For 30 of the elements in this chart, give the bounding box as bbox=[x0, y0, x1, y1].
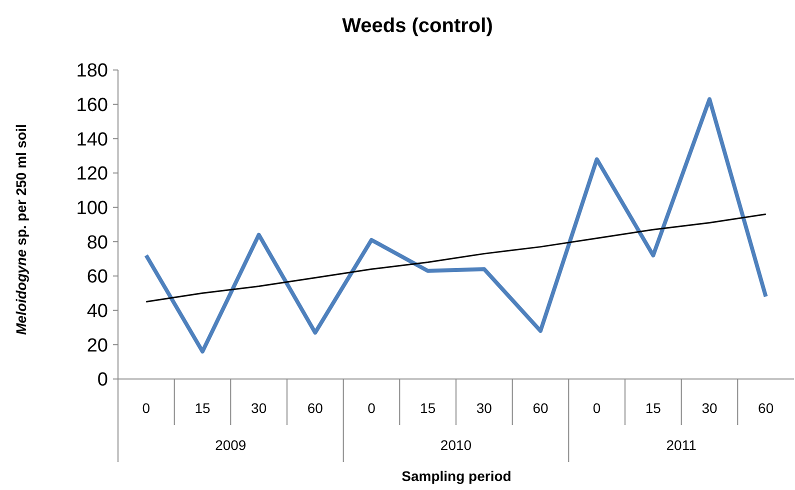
x-tick-label: 60 bbox=[758, 400, 774, 416]
line-series bbox=[145, 213, 767, 302]
text: 2009 bbox=[215, 437, 246, 453]
x-tick-label: 60 bbox=[532, 400, 548, 416]
x-tick-label: 0 bbox=[592, 400, 601, 416]
x-tick-label: 30 bbox=[702, 400, 718, 416]
y-axis-title: Meloidogyne sp. per 250 ml soil bbox=[13, 124, 29, 335]
x-tick-label: 30 bbox=[476, 400, 492, 416]
text: 2011 bbox=[666, 437, 697, 453]
y-tick-label: 180 bbox=[76, 60, 108, 82]
x-tick-label: 15 bbox=[645, 400, 662, 416]
y-tick-label: 160 bbox=[76, 94, 108, 116]
y-tick-label: 0 bbox=[97, 370, 108, 391]
x-tick-label: 15 bbox=[194, 400, 210, 416]
text: 2010 bbox=[440, 437, 472, 453]
x-tick-label: 15 bbox=[420, 400, 436, 416]
chart-title: Weeds (control) bbox=[342, 15, 493, 37]
y-tick-label: 80 bbox=[86, 232, 108, 254]
x-tick-label: 0 bbox=[368, 400, 376, 416]
y-tick-label: 60 bbox=[86, 266, 108, 288]
y-tick-label: 120 bbox=[76, 164, 108, 185]
x-tick-label: 0 bbox=[142, 400, 150, 416]
x-tick-label: 60 bbox=[307, 400, 324, 416]
y-tick-label: 140 bbox=[76, 129, 108, 150]
y-tick-label: 100 bbox=[76, 198, 108, 219]
y-tick-label: 40 bbox=[86, 300, 108, 322]
y-tick-label: 20 bbox=[86, 335, 108, 356]
x-tick-label: 30 bbox=[251, 400, 267, 416]
line-series bbox=[144, 97, 768, 354]
x-axis-title: Sampling period bbox=[402, 468, 512, 484]
